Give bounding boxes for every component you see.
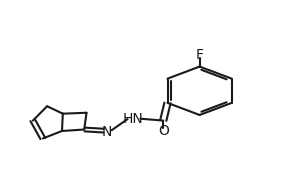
- Text: HN: HN: [123, 112, 144, 126]
- Text: F: F: [196, 48, 204, 62]
- Text: N: N: [102, 125, 112, 139]
- Text: O: O: [158, 124, 169, 138]
